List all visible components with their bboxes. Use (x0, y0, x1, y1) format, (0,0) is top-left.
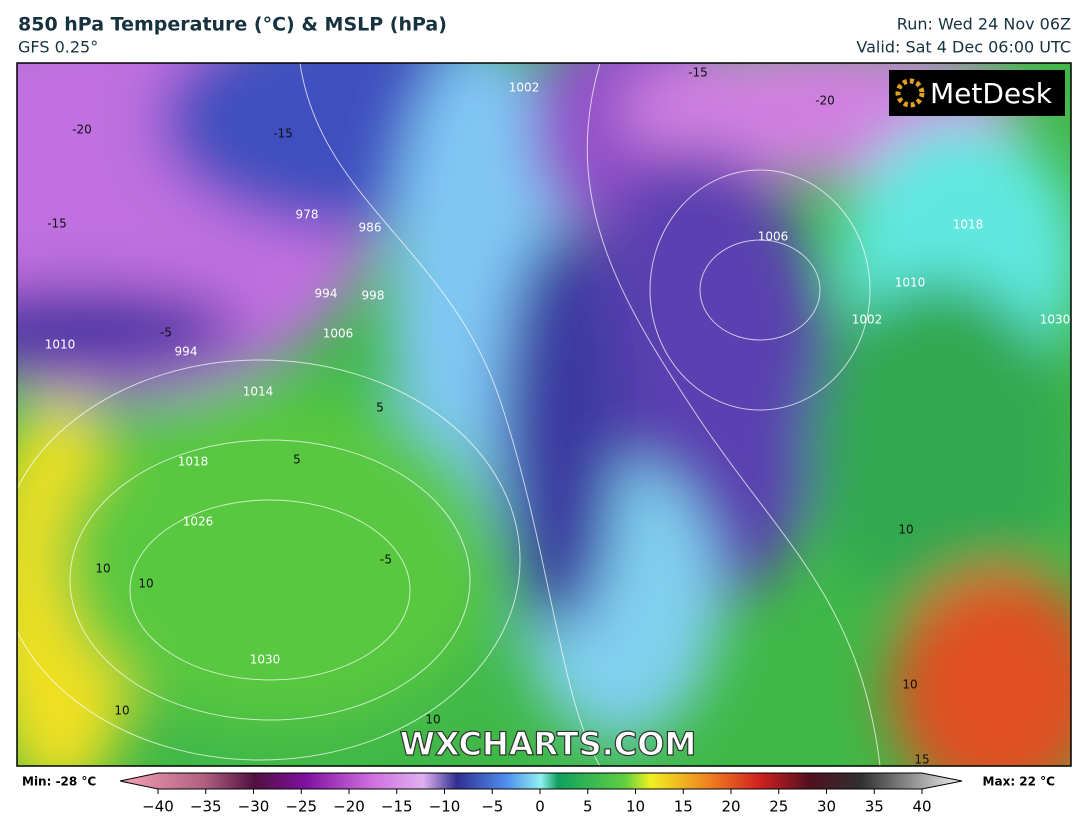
colorbar-tick-label: 20 (721, 798, 740, 816)
isobar-label: 994 (175, 345, 198, 359)
temperature-label: 5 (376, 401, 384, 415)
isobar-label: 1010 (895, 276, 926, 290)
isobar-label: 1030 (1040, 313, 1071, 327)
colorbar-tick-label: 25 (769, 798, 788, 816)
temperature-label: 15 (914, 753, 929, 767)
temperature-label: 10 (138, 577, 153, 591)
logo: MetDesk (930, 77, 1053, 110)
temperature-label: 10 (114, 704, 129, 718)
map-frame (16, 62, 1072, 767)
isobar-label: 1030 (250, 653, 281, 667)
isobar-label: 998 (362, 289, 385, 303)
title: 850 hPa Temperature (°C) & MSLP (hPa) (18, 14, 447, 36)
colorbar-tick-label: 10 (626, 798, 645, 816)
temperature-label: 10 (898, 523, 913, 537)
watermark: WXCHARTS.COM (400, 725, 697, 763)
temperature-label: -5 (380, 553, 392, 567)
colorbar-tick-label: 40 (912, 798, 931, 816)
temperature-label: 10 (425, 713, 440, 727)
temperature-label: -5 (160, 326, 172, 340)
logo-box (889, 70, 1065, 116)
colorbar-tick-label: 5 (583, 798, 593, 816)
colorbar-tick-label: −10 (429, 798, 461, 816)
colorbar-tick-label: 15 (674, 798, 693, 816)
isobar-label: 1010 (45, 338, 76, 352)
colorbar-tick-label: −35 (190, 798, 222, 816)
isobar-label: 1018 (178, 455, 209, 469)
colorbar-tick-label: −30 (238, 798, 270, 816)
subtitle: GFS 0.25° (18, 38, 98, 57)
temperature-label: -15 (688, 66, 708, 80)
logo-icon (895, 78, 925, 108)
isobar-label: 1006 (758, 230, 789, 244)
isobar-label: 1026 (183, 515, 214, 529)
colorbar-tick-label: −20 (333, 798, 365, 816)
temperature-label: 10 (902, 678, 917, 692)
temperature-label: -15 (47, 217, 67, 231)
isobar-label: 1002 (852, 313, 883, 327)
isobar-label: 1018 (953, 218, 984, 232)
colorbar (119, 772, 963, 790)
colorbar-max: Max: 22 °C (983, 775, 1056, 789)
isobar-label: 1014 (243, 385, 274, 399)
isobar-label: 986 (359, 221, 382, 235)
colorbar-tick-label: 30 (817, 798, 836, 816)
colorbar-tick-label: 35 (865, 798, 884, 816)
isobar-label: 978 (296, 208, 319, 222)
colorbar-tick-label: −40 (142, 798, 174, 816)
temperature-label: -20 (815, 94, 835, 108)
colorbar-tick-label: −15 (381, 798, 413, 816)
temperature-label: -20 (72, 123, 92, 137)
isobar-label: 1006 (323, 327, 354, 341)
colorbar-tick-label: −25 (285, 798, 317, 816)
run-time: Run: Wed 24 Nov 06Z (897, 15, 1071, 34)
colorbar-tick-label: −5 (481, 798, 503, 816)
colorbar-tick-label: 0 (535, 798, 545, 816)
colorbar-min: Min: -28 °C (22, 775, 96, 789)
isobar-label: 994 (315, 287, 338, 301)
map (17, 63, 1071, 766)
temperature-label: 10 (95, 562, 110, 576)
isobar-label: 1002 (509, 81, 540, 95)
valid-time: Valid: Sat 4 Dec 06:00 UTC (856, 38, 1071, 57)
temperature-label: 5 (293, 453, 301, 467)
temperature-label: -15 (273, 127, 293, 141)
